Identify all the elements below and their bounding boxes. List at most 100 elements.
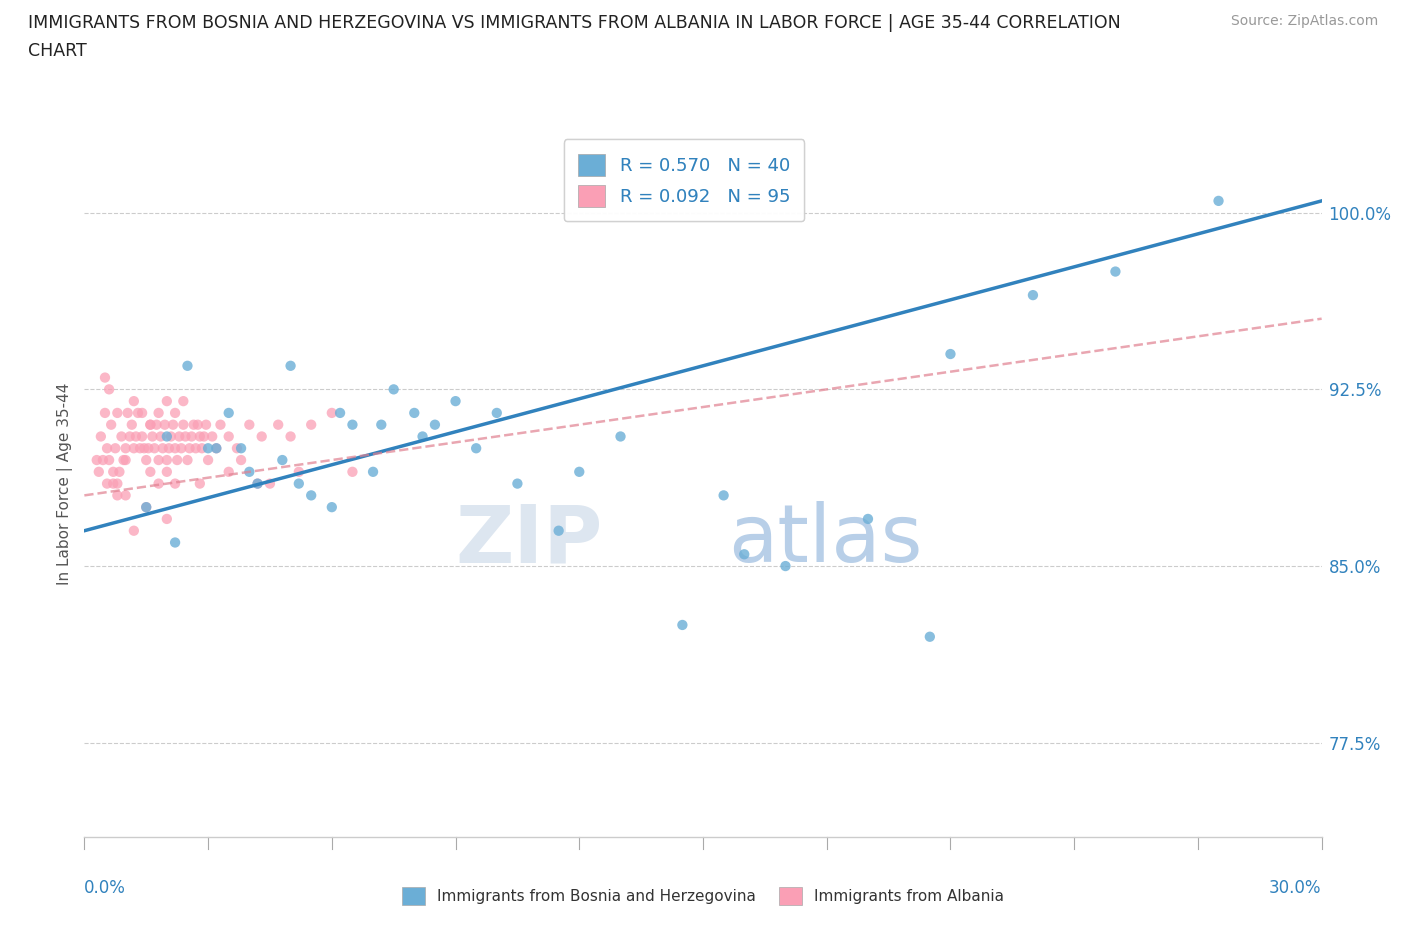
Point [184,441,207,456]
Point [160,429,183,444]
Text: 30.0%: 30.0% [1270,880,1322,897]
Point [170,441,193,456]
Point [267,418,290,432]
Point [156,429,179,444]
Point [172,418,194,432]
Point [148,453,170,468]
Point [141,429,163,444]
Point [671,618,693,632]
Point [121,418,143,432]
Point [114,453,136,468]
Point [713,488,735,503]
Point [145,418,167,432]
Point [127,405,149,420]
Point [112,453,135,468]
Point [96,441,118,456]
Point [149,429,172,444]
Y-axis label: In Labor Force | Age 35-44: In Labor Force | Age 35-44 [58,382,73,585]
Point [156,464,179,479]
Point [370,418,392,432]
Point [122,524,145,538]
Point [188,476,211,491]
Point [98,453,121,468]
Point [205,441,228,456]
Point [176,358,198,373]
Point [105,488,128,503]
Legend: R = 0.570   N = 40, R = 0.092   N = 95: R = 0.570 N = 40, R = 0.092 N = 95 [564,140,804,221]
Point [288,464,311,479]
Point [1022,287,1045,302]
Point [117,405,139,420]
Legend: Immigrants from Bosnia and Herzegovina, Immigrants from Albania: Immigrants from Bosnia and Herzegovina, … [394,879,1012,913]
Point [134,441,156,456]
Point [288,476,311,491]
Point [197,441,219,456]
Point [246,476,269,491]
Point [299,488,322,503]
Point [152,441,174,456]
Text: CHART: CHART [28,42,87,60]
Point [195,418,218,432]
Point [280,358,302,373]
Point [205,441,228,456]
Point [103,476,125,491]
Point [86,453,108,468]
Point [114,441,136,456]
Point [939,347,962,362]
Point [156,512,179,526]
Point [165,476,187,491]
Point [193,429,215,444]
Point [329,405,352,420]
Point [918,630,941,644]
Point [135,499,157,514]
Point [166,453,188,468]
Point [280,429,302,444]
Point [180,429,202,444]
Point [404,405,426,420]
Point [148,476,170,491]
Point [135,499,157,514]
Point [165,405,187,420]
Point [105,405,128,420]
Point [125,429,148,444]
Point [139,418,162,432]
Text: atlas: atlas [728,501,922,579]
Point [191,441,214,456]
Point [94,370,117,385]
Point [342,464,364,479]
Point [156,453,179,468]
Point [172,393,194,408]
Point [226,441,249,456]
Point [94,405,117,420]
Point [87,464,110,479]
Point [229,453,252,468]
Point [465,441,488,456]
Point [108,464,131,479]
Point [110,429,132,444]
Point [105,476,128,491]
Point [188,429,211,444]
Point [165,535,187,550]
Point [412,429,434,444]
Point [299,418,322,432]
Point [775,559,797,574]
Point [131,405,153,420]
Point [118,429,141,444]
Point [176,453,198,468]
Point [250,429,273,444]
Point [174,429,197,444]
Point [156,393,179,408]
Point [135,453,157,468]
Point [229,441,252,456]
Point [143,441,166,456]
Point [218,464,240,479]
Point [218,405,240,420]
Text: ZIP: ZIP [456,501,603,579]
Point [321,405,343,420]
Point [238,464,260,479]
Point [187,418,209,432]
Point [856,512,879,526]
Point [361,464,384,479]
Point [485,405,508,420]
Point [444,393,467,408]
